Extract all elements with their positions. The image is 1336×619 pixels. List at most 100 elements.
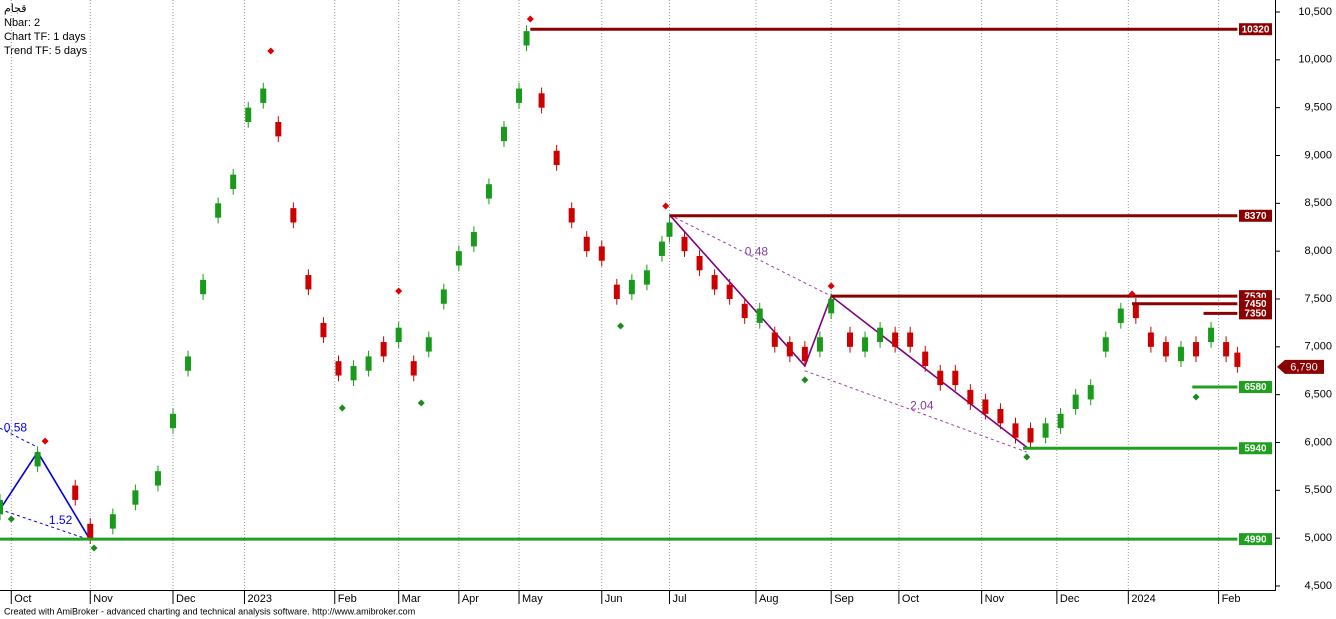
candle-body (109, 514, 116, 529)
y-tick-label: 6,000 (1304, 436, 1332, 448)
x-tick-label: 2024 (1131, 593, 1155, 605)
x-tick-label: Dec (176, 593, 196, 605)
annotation: 0.58 (4, 420, 28, 434)
x-tick-label: Oct (902, 593, 919, 605)
x-tick-label: Mar (402, 593, 421, 605)
pattern-line (0, 508, 91, 541)
x-tick-label: Sep (834, 593, 854, 605)
candle-body (613, 284, 620, 299)
candle-body (643, 270, 650, 285)
pivot-marker (7, 515, 15, 523)
candle-body (828, 299, 835, 314)
candle-body (907, 332, 914, 347)
candle-body (380, 342, 387, 357)
candle-body (741, 303, 748, 319)
pivot-marker (526, 15, 534, 23)
candle-body (771, 332, 778, 347)
candle-body (786, 342, 793, 357)
level-label-box (1239, 307, 1272, 320)
pivot-marker (41, 437, 49, 445)
candle-body (500, 126, 507, 142)
header-line: قجام (4, 3, 27, 15)
y-tick-label: 10,500 (1298, 6, 1332, 18)
level-label-box (1239, 381, 1272, 394)
y-tick-label: 7,000 (1304, 341, 1332, 353)
candle-body (1234, 352, 1241, 367)
header-line: Trend TF: 5 days (4, 45, 88, 57)
candle-body (1177, 346, 1184, 362)
candle-body (862, 337, 869, 352)
x-tick-label: Feb (1222, 593, 1241, 605)
candle-body (967, 389, 974, 405)
pivot-marker (617, 322, 625, 330)
candle-body (877, 327, 884, 343)
pivot-marker (662, 202, 670, 210)
level-label: 7350 (1244, 308, 1267, 319)
candle-body (666, 222, 673, 237)
y-tick-label: 9,500 (1304, 102, 1332, 114)
level-label-box (1239, 442, 1272, 455)
x-tick-label: 2023 (247, 593, 271, 605)
candle-body (1162, 342, 1169, 357)
x-tick-label: Nov (93, 593, 113, 605)
candle-body (1132, 303, 1139, 319)
level-label: 4990 (1244, 534, 1267, 545)
candle-body (170, 413, 177, 429)
candle-body (847, 332, 853, 347)
candle-body (583, 236, 590, 252)
level-label-box (1239, 533, 1272, 546)
pivot-marker (417, 399, 425, 407)
candle-body (1042, 423, 1049, 438)
candle-body (1057, 413, 1064, 429)
candle-body (1193, 342, 1200, 357)
candle-body (290, 208, 297, 223)
pivot-marker (1192, 393, 1200, 401)
level-label: 8370 (1244, 211, 1267, 222)
level-label: 7530 (1244, 291, 1267, 302)
y-tick-label: 9,000 (1304, 149, 1332, 161)
candle-body (275, 122, 282, 137)
x-tick-label: Aug (759, 593, 779, 605)
candle-body (922, 351, 929, 366)
candle-body (628, 279, 635, 295)
candle-body (72, 485, 79, 500)
candle-body (568, 208, 575, 223)
candle-body (425, 337, 432, 352)
y-tick-label: 4,500 (1304, 580, 1332, 592)
last-price-label: 6,790 (1290, 361, 1318, 373)
candle-body (305, 275, 312, 290)
last-price-box (1277, 359, 1324, 374)
candle-body (1012, 423, 1019, 438)
candle-body (726, 284, 733, 299)
footer: Created with AmiBroker - advanced charti… (4, 606, 415, 616)
candle-body (892, 332, 899, 347)
pivot-marker (801, 376, 809, 384)
candle-body (0, 499, 3, 515)
level-label: 5940 (1244, 443, 1267, 454)
candle-body (1027, 428, 1034, 443)
candle-body (801, 346, 808, 362)
pattern-line (0, 427, 38, 448)
pivot-marker (827, 282, 835, 290)
candle-body (523, 31, 530, 46)
candle-body (756, 308, 763, 323)
y-tick-label: 7,500 (1304, 293, 1332, 305)
candle-body (696, 255, 703, 271)
pattern-line (668, 214, 1028, 448)
x-tick-label: Nov (985, 593, 1005, 605)
level-label-box (1239, 209, 1272, 222)
pivot-marker (1023, 453, 1031, 461)
candle-body (132, 490, 139, 505)
candle-body (538, 93, 545, 108)
candle-body (350, 365, 357, 381)
candle-body (470, 232, 477, 247)
candle-body (658, 241, 665, 256)
candle-body (516, 88, 523, 103)
x-tick-label: May (522, 593, 543, 605)
candle-body (200, 279, 207, 295)
level-label-box (1239, 23, 1272, 36)
x-tick-label: Feb (338, 593, 357, 605)
candle-body (365, 356, 372, 371)
pattern-line (669, 214, 832, 297)
